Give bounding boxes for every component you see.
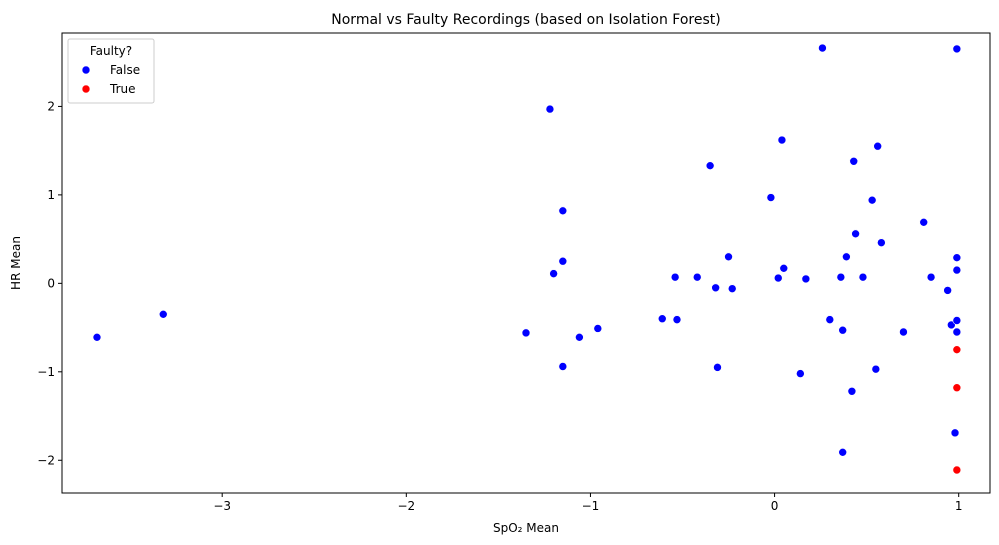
data-point [851, 229, 860, 239]
x-axis-label: SpO₂ Mean [493, 521, 559, 535]
data-point [766, 193, 776, 202]
data-point [952, 465, 962, 475]
data-point [919, 218, 929, 227]
x-tick-label: 1 [955, 499, 963, 513]
data-point [657, 314, 667, 324]
data-point [692, 272, 702, 282]
data-point [952, 345, 962, 354]
data-point [952, 253, 962, 262]
data-point [952, 316, 962, 325]
data-point [943, 286, 952, 295]
x-axis: −3 −2 −1 0 1 [213, 493, 963, 513]
data-points [92, 43, 962, 475]
legend-entry-label: False [110, 63, 140, 77]
data-point [952, 265, 962, 275]
x-tick-label: −3 [213, 499, 231, 513]
data-point [727, 284, 737, 293]
data-point [593, 324, 603, 333]
data-point [158, 310, 168, 319]
data-point [838, 448, 847, 457]
data-point [672, 315, 682, 324]
y-tick-label: 0 [47, 276, 55, 290]
y-axis: −2 −1 0 1 2 [37, 99, 62, 467]
legend-marker [81, 84, 91, 94]
y-axis-label: HR Mean [9, 236, 23, 290]
data-point [796, 369, 805, 378]
y-tick-label: 2 [47, 99, 55, 113]
y-tick-label: −2 [37, 453, 55, 467]
legend-title: Faulty? [90, 44, 132, 58]
data-point [950, 428, 960, 438]
data-point [711, 283, 720, 293]
x-tick-label: −2 [397, 499, 415, 513]
data-point [952, 327, 962, 337]
series-false [92, 43, 962, 457]
y-tick-label: 1 [47, 188, 55, 202]
data-point [773, 273, 783, 283]
x-tick-label: 0 [771, 499, 779, 513]
data-point [777, 135, 787, 145]
data-point [926, 272, 936, 282]
data-point [575, 333, 584, 342]
data-point [670, 272, 680, 282]
data-point [849, 156, 859, 166]
data-point [92, 333, 102, 342]
data-point [952, 44, 962, 54]
data-point [521, 328, 531, 338]
data-point [825, 315, 835, 324]
plot-area [61, 32, 991, 494]
data-point [705, 161, 715, 170]
data-point [952, 383, 962, 393]
data-point [847, 386, 857, 396]
data-point [871, 364, 881, 374]
y-tick-label: −1 [37, 365, 55, 379]
x-tick-label: −1 [582, 499, 600, 513]
data-point [713, 363, 722, 372]
data-point [724, 252, 733, 262]
data-point [558, 256, 568, 266]
data-point [558, 206, 568, 216]
data-point [818, 43, 827, 53]
data-point [779, 264, 789, 273]
data-point [836, 272, 846, 282]
data-point [842, 252, 851, 262]
legend: Faulty? False True [67, 38, 155, 104]
legend-marker [81, 65, 91, 75]
legend-entry-label: True [109, 82, 136, 96]
data-point [545, 104, 555, 114]
data-point [801, 274, 811, 284]
data-point [877, 238, 886, 247]
data-point [838, 325, 847, 335]
series-true [952, 345, 962, 475]
data-point [549, 269, 558, 278]
data-point [558, 362, 568, 371]
data-point [858, 272, 868, 282]
data-point [873, 141, 882, 151]
chart-title: Normal vs Faulty Recordings (based on Is… [331, 12, 720, 28]
data-point [867, 195, 877, 205]
data-point [899, 327, 908, 337]
